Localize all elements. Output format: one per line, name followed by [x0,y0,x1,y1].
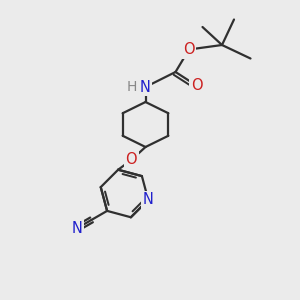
Text: O: O [126,152,137,167]
Text: N: N [140,80,151,94]
Text: N: N [143,192,154,207]
Text: O: O [183,42,195,57]
Text: H: H [127,80,137,94]
Text: O: O [191,78,202,93]
Text: N: N [72,220,83,236]
